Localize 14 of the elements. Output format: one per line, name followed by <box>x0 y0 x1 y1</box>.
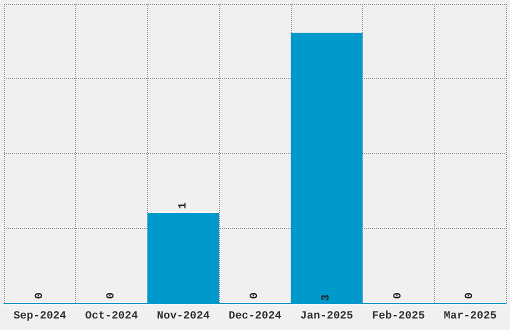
x-tick-label: Dec-2024 <box>228 310 282 322</box>
x-tick-label: Mar-2025 <box>444 310 497 322</box>
data-label: 0 <box>464 292 476 299</box>
x-tick-label: Oct-2024 <box>85 310 138 322</box>
x-tick-label: Nov-2024 <box>156 310 210 322</box>
data-label: 0 <box>106 292 118 299</box>
x-tick-label: Jan-2025 <box>300 310 354 322</box>
x-tick-label: Sep-2024 <box>13 310 67 322</box>
data-label: 1 <box>177 202 190 209</box>
data-label: 3 <box>320 294 333 301</box>
data-label: 0 <box>34 292 46 299</box>
x-tick-label: Feb-2025 <box>372 310 426 322</box>
data-label: 0 <box>392 292 404 299</box>
data-label: 0 <box>249 292 261 299</box>
